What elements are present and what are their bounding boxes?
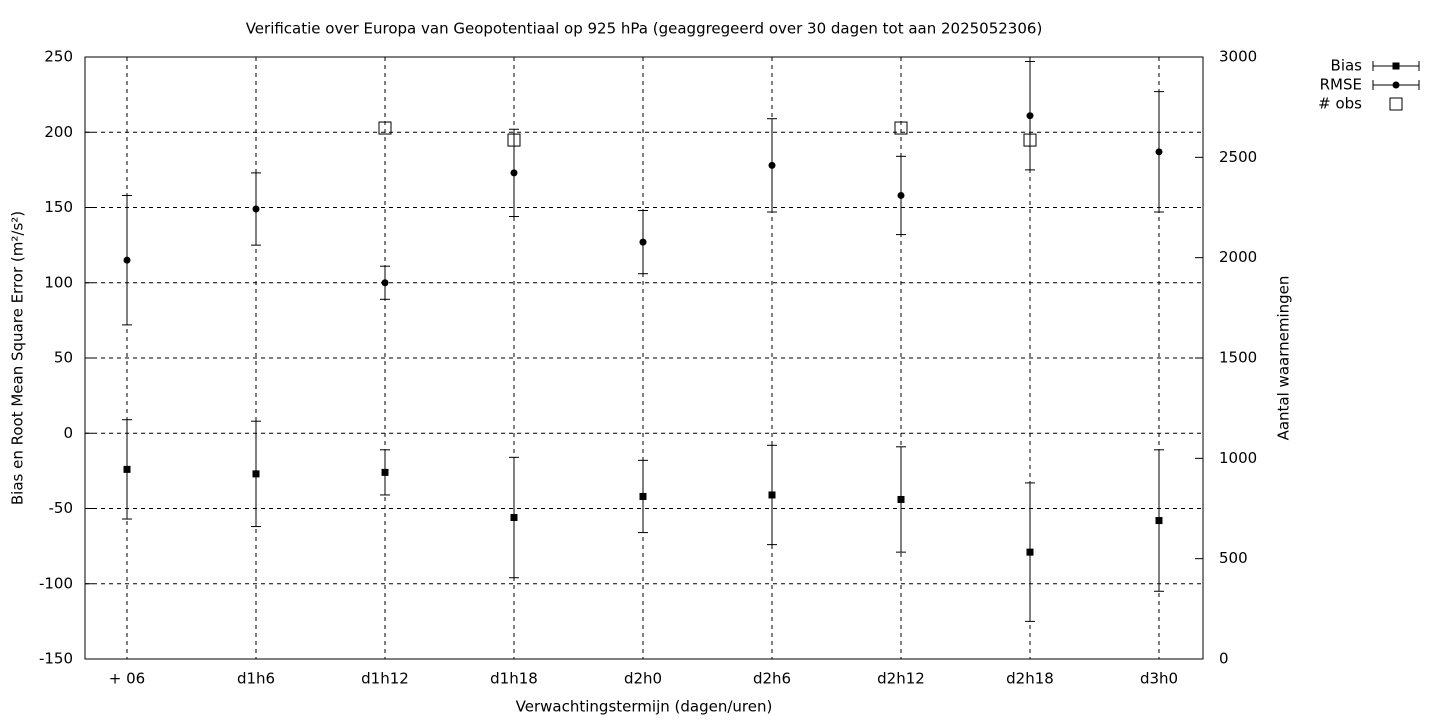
y2-tick-label: 1000 xyxy=(1219,449,1257,467)
y-tick-label: 250 xyxy=(44,48,73,66)
y2-tick-label: 3000 xyxy=(1219,48,1257,66)
legend-symbol xyxy=(1392,81,1400,89)
legend-symbol xyxy=(1392,62,1400,70)
point xyxy=(897,495,905,503)
y-tick-label: -100 xyxy=(39,574,73,592)
y-tick-label: 50 xyxy=(54,349,73,367)
y-tick-label: 100 xyxy=(44,273,73,291)
plot-frame xyxy=(84,56,1204,660)
point xyxy=(639,492,647,500)
point xyxy=(1026,548,1034,556)
point xyxy=(381,279,389,287)
x-axis-title: Verwachtingstermijn (dagen/uren) xyxy=(516,698,773,716)
point xyxy=(768,161,776,169)
chart-title: Verificatie over Europa van Geopotentiaa… xyxy=(246,20,1043,38)
x-tick-label: + 06 xyxy=(109,670,145,688)
legend-label: Bias xyxy=(1331,57,1363,75)
point xyxy=(1155,517,1163,525)
x-tick-label: d2h6 xyxy=(753,670,791,688)
y2-tick-label: 2000 xyxy=(1219,248,1257,266)
point xyxy=(768,491,776,499)
point xyxy=(252,205,260,213)
y2-tick-label: 500 xyxy=(1219,549,1248,567)
y2-tick-label: 2500 xyxy=(1219,148,1257,166)
point xyxy=(510,514,518,522)
legend-label: RMSE xyxy=(1320,76,1362,94)
point xyxy=(123,256,131,264)
point xyxy=(897,191,905,199)
x-tick-label: d2h0 xyxy=(624,670,662,688)
point xyxy=(1023,133,1037,147)
y2-axis-title: Aantal waarnemingen xyxy=(1275,276,1293,441)
x-tick-label: d1h18 xyxy=(490,670,538,688)
y-axis-title: Bias en Root Mean Square Error (m²/s²) xyxy=(9,211,27,505)
point xyxy=(378,121,392,135)
point xyxy=(639,238,647,246)
legend-symbol xyxy=(1389,97,1403,111)
y2-tick-label: 0 xyxy=(1219,650,1229,668)
legend-label: # obs xyxy=(1318,95,1362,113)
point xyxy=(252,470,260,478)
point xyxy=(510,169,518,177)
point xyxy=(123,465,131,473)
y-tick-label: 200 xyxy=(44,123,73,141)
point xyxy=(507,133,521,147)
y-tick-label: -150 xyxy=(39,650,73,668)
y-tick-label: 150 xyxy=(44,198,73,216)
point xyxy=(381,468,389,476)
x-tick-label: d1h6 xyxy=(237,670,275,688)
x-tick-label: d2h12 xyxy=(877,670,925,688)
point xyxy=(1026,112,1034,120)
y2-tick-label: 1500 xyxy=(1219,349,1257,367)
y-tick-label: 0 xyxy=(63,424,73,442)
y-tick-label: -50 xyxy=(49,499,74,517)
x-tick-label: d3h0 xyxy=(1140,670,1178,688)
x-tick-label: d1h12 xyxy=(361,670,409,688)
point xyxy=(1155,148,1163,156)
x-tick-label: d2h18 xyxy=(1006,670,1054,688)
point xyxy=(894,121,908,135)
